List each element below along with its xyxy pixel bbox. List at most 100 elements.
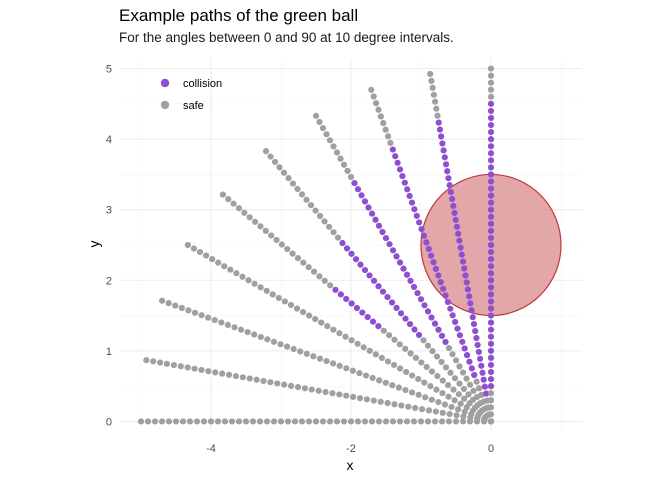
y-axis-title: y [86, 241, 102, 248]
collision-point [368, 210, 376, 217]
collision-point [438, 332, 446, 339]
safe-point [350, 393, 357, 401]
safe-point [233, 270, 240, 277]
collision-point [396, 259, 404, 266]
safe-point [284, 245, 291, 253]
safe-point [232, 372, 240, 380]
safe-point [163, 360, 171, 367]
collision-point [404, 186, 411, 193]
safe-point [211, 316, 218, 324]
safe-point [251, 280, 258, 287]
safe-point [451, 375, 459, 382]
safe-point [159, 297, 166, 304]
collision-point [454, 325, 461, 332]
safe-point [227, 266, 234, 273]
safe-point [396, 341, 403, 348]
safe-point [418, 359, 425, 366]
collision-point [369, 318, 377, 325]
safe-point [461, 395, 468, 402]
collision-point [439, 140, 446, 147]
safe-point [246, 214, 253, 221]
safe-point [158, 418, 166, 425]
safe-point [439, 377, 446, 384]
safe-point [239, 374, 246, 381]
collision-point [487, 305, 495, 312]
collision-point [451, 318, 459, 326]
safe-point [184, 364, 191, 371]
safe-point [372, 351, 379, 358]
safe-point [257, 333, 264, 341]
safe-point [336, 391, 343, 398]
collision-point [348, 300, 355, 307]
legend-label-safe: safe [183, 100, 204, 112]
safe-point [403, 368, 410, 376]
safe-point [340, 418, 348, 425]
safe-point [260, 377, 267, 385]
safe-point [267, 379, 274, 386]
safe-point [421, 379, 428, 386]
safe-point [294, 255, 302, 262]
safe-point [410, 418, 418, 425]
safe-point [428, 368, 436, 375]
safe-point [360, 344, 367, 351]
safe-point [190, 245, 198, 252]
collision-point [361, 198, 369, 205]
collision-point [461, 345, 468, 352]
collision-point [397, 310, 405, 317]
safe-point [293, 305, 301, 312]
safe-point [375, 106, 382, 113]
safe-point [337, 155, 344, 162]
safe-point [263, 287, 270, 294]
safe-point [429, 348, 436, 355]
safe-point [427, 70, 434, 78]
collision-point [487, 375, 495, 383]
safe-point [390, 361, 398, 369]
safe-point [316, 212, 324, 220]
safe-point [264, 336, 271, 343]
safe-point [369, 374, 376, 382]
safe-point [212, 369, 219, 376]
collision-point [437, 279, 444, 286]
collision-point [389, 146, 396, 153]
safe-point [438, 358, 445, 366]
legend-key-safe [160, 100, 170, 110]
collision-point [468, 307, 475, 314]
collision-point [487, 368, 495, 376]
safe-point [150, 358, 157, 365]
safe-point [487, 86, 495, 93]
collision-point [359, 309, 366, 316]
y-tick-label: 2 [106, 275, 112, 287]
safe-point [303, 196, 310, 203]
collision-point [445, 175, 452, 182]
collision-point [393, 253, 400, 260]
safe-point [424, 418, 432, 425]
collision-point [478, 362, 485, 369]
safe-point [370, 397, 377, 404]
safe-point [402, 345, 409, 352]
collision-point [481, 383, 489, 390]
safe-point [336, 330, 343, 337]
safe-point [198, 312, 205, 319]
safe-point [433, 386, 440, 393]
collision-point [402, 315, 409, 322]
safe-point [262, 227, 269, 235]
x-tick-label: 0 [488, 443, 494, 455]
safe-point [387, 139, 394, 147]
safe-point [235, 205, 243, 212]
safe-point [450, 386, 457, 393]
safe-point [244, 329, 251, 336]
safe-point [271, 158, 279, 166]
safe-point [391, 336, 398, 343]
legend-label-collision: collision [183, 78, 222, 90]
legend-key-collision [160, 78, 170, 88]
safe-point [368, 418, 376, 425]
safe-point [459, 369, 467, 376]
safe-point [186, 418, 194, 425]
safe-point [449, 351, 456, 358]
collision-point [487, 361, 495, 369]
collision-point [463, 279, 470, 286]
safe-point [336, 362, 343, 369]
collision-point [487, 192, 495, 199]
safe-point [294, 185, 301, 193]
safe-point [218, 319, 225, 326]
